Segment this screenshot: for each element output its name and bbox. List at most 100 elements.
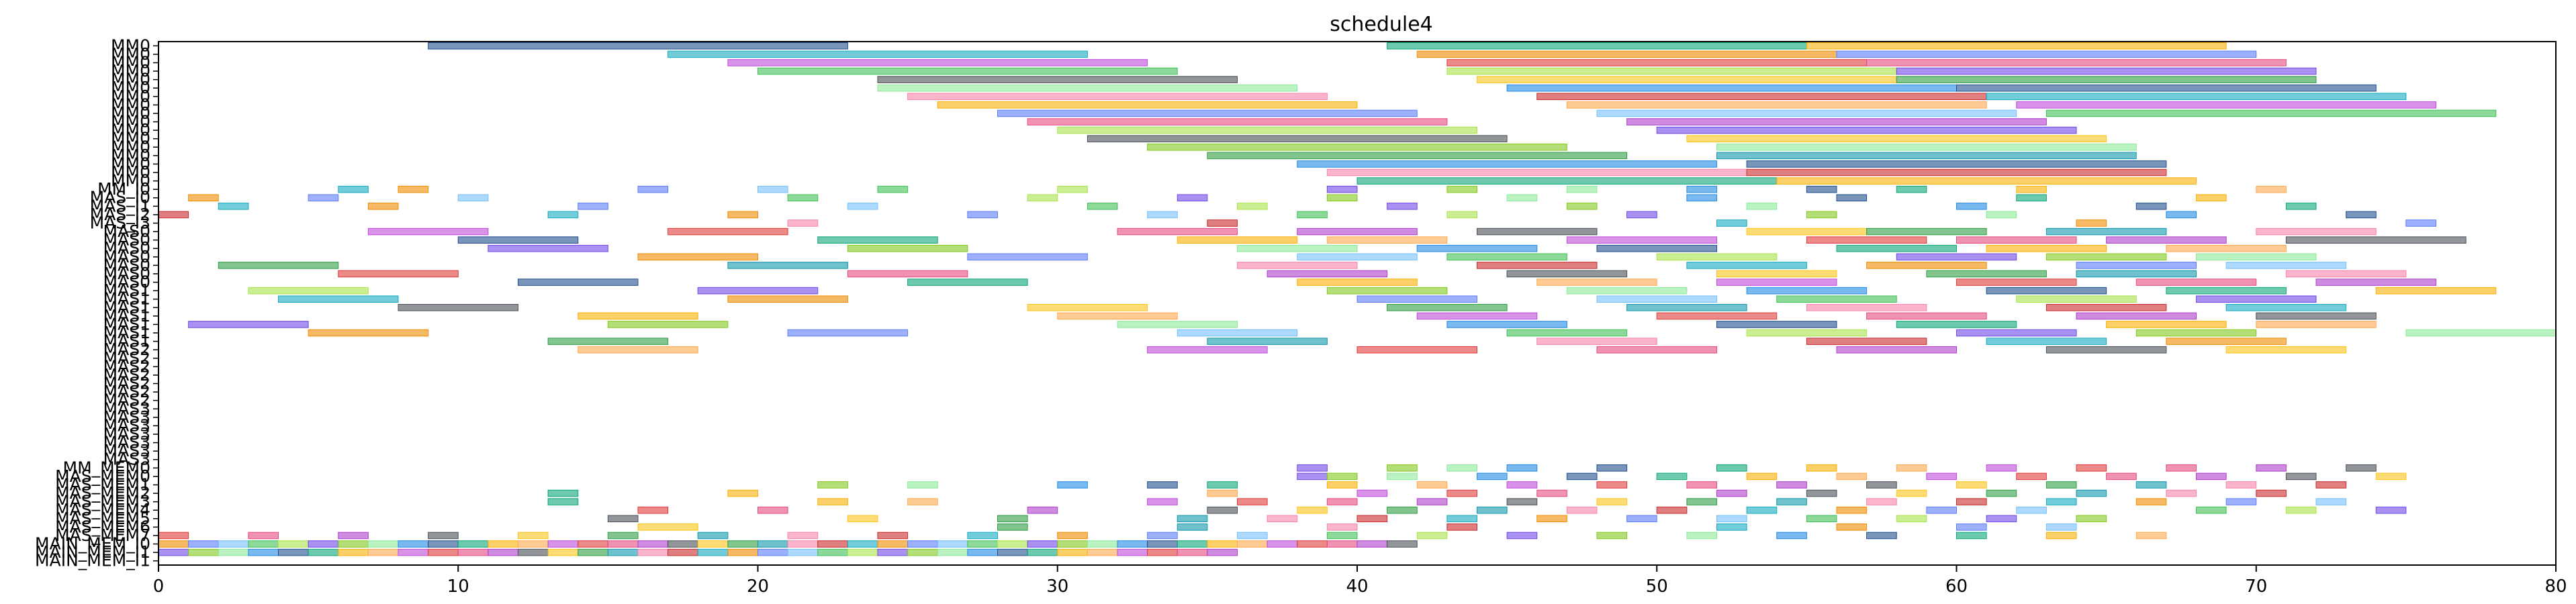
task-bar xyxy=(1237,498,1268,505)
task-bar xyxy=(2016,295,2137,303)
task-bar xyxy=(2256,228,2377,236)
task-bar xyxy=(1117,548,1148,556)
y-tick-label: MM0 xyxy=(111,162,150,182)
task-bar xyxy=(188,194,219,202)
task-bar xyxy=(817,540,848,548)
task-bar xyxy=(2135,203,2167,210)
task-bar xyxy=(2166,211,2197,219)
task-bar xyxy=(1536,338,1657,345)
task-bar xyxy=(398,540,429,548)
task-bar xyxy=(2196,295,2317,303)
task-bar xyxy=(2166,464,2197,472)
task-bar xyxy=(1237,244,1358,252)
task-bar xyxy=(2256,464,2287,472)
task-bar xyxy=(1147,143,1567,151)
task-bar xyxy=(428,532,459,540)
task-bar xyxy=(1177,540,1208,548)
y-tick-label: MAS_MEM0 xyxy=(55,466,150,486)
task-bar xyxy=(1776,498,1807,505)
task-bar xyxy=(1446,59,1868,66)
task-bar xyxy=(997,523,1028,531)
task-bar xyxy=(727,59,1148,66)
task-bar xyxy=(248,532,279,540)
task-bar xyxy=(907,548,938,556)
y-tick-label: MAS0 xyxy=(103,230,150,250)
task-bar xyxy=(2256,321,2377,328)
task-bar xyxy=(607,515,639,523)
plot-frame xyxy=(158,41,2557,566)
task-bar xyxy=(1177,523,1208,531)
task-bar xyxy=(2315,481,2347,489)
task-bar xyxy=(428,540,459,548)
task-bar xyxy=(637,506,669,514)
task-bar xyxy=(757,67,1178,75)
y-tick-label: MM0 xyxy=(111,137,150,156)
task-bar xyxy=(1656,126,2077,134)
task-bar xyxy=(1326,236,1448,244)
task-bar xyxy=(518,548,549,556)
task-bar xyxy=(1866,532,1897,540)
task-bar xyxy=(1027,506,1058,514)
task-bar xyxy=(668,50,1088,58)
y-tick-label: MM0 xyxy=(111,154,150,173)
y-tick-label: MM_MEM0 xyxy=(63,458,150,477)
bar-layer xyxy=(158,42,2557,556)
y-tick-label: MAS_MEM7 xyxy=(55,525,150,545)
task-bar xyxy=(1147,498,1178,505)
task-bar xyxy=(1746,506,1778,514)
task-bar xyxy=(877,540,909,548)
task-bar xyxy=(1207,506,1238,514)
task-bar xyxy=(2045,228,2167,236)
task-bar xyxy=(1237,532,1268,540)
task-bar xyxy=(1326,472,1358,481)
task-bar xyxy=(1806,42,2227,50)
x-tick-label: 80 xyxy=(2544,576,2567,597)
task-bar xyxy=(1446,253,1567,261)
task-bar xyxy=(1057,540,1088,548)
y-tick-label: MAS3 xyxy=(103,433,150,452)
task-bar xyxy=(2256,185,2287,193)
task-bar xyxy=(1416,532,1448,540)
task-bar xyxy=(1686,481,1717,489)
task-bar xyxy=(1536,515,1567,523)
task-bar xyxy=(1806,464,1837,472)
task-bar xyxy=(1956,532,1987,540)
task-bar xyxy=(1536,93,1987,101)
task-bar xyxy=(2166,287,2287,295)
task-bar xyxy=(697,532,729,540)
task-bar xyxy=(847,203,878,210)
task-bar xyxy=(2045,532,2077,540)
task-bar xyxy=(1267,270,1388,278)
task-bar xyxy=(1446,321,1567,328)
y-tick-label: MAS3 xyxy=(103,450,150,469)
task-bar xyxy=(1896,489,1927,497)
task-bar xyxy=(2256,312,2377,320)
task-bar xyxy=(367,228,489,236)
task-bar xyxy=(1956,84,2377,92)
task-bar xyxy=(1716,515,1747,523)
task-bar xyxy=(1207,152,1628,160)
task-bar xyxy=(1207,338,1328,345)
task-bar xyxy=(668,228,788,236)
task-bar xyxy=(158,532,189,540)
task-bar xyxy=(2135,532,2167,540)
task-bar xyxy=(607,321,729,328)
task-bar xyxy=(1626,304,1747,311)
y-tick-label: MAS3 xyxy=(103,399,150,418)
task-bar xyxy=(997,109,1418,117)
task-bar xyxy=(1866,262,1987,269)
task-bar xyxy=(1566,506,1598,514)
task-bar xyxy=(997,548,1028,556)
task-bar xyxy=(2016,185,2047,193)
y-tick-label: MAIN_MEM_I0 xyxy=(35,534,150,554)
y-tick-label: MAS3 xyxy=(103,415,150,435)
y-tick-label: MAS_MEM6 xyxy=(55,517,150,536)
task-bar xyxy=(158,211,189,219)
task-bar xyxy=(1087,135,1508,142)
task-bar xyxy=(1596,244,1717,252)
y-tick-label: MM0 xyxy=(111,61,150,81)
task-bar xyxy=(578,346,698,354)
task-bar xyxy=(1177,236,1298,244)
task-bar xyxy=(2076,262,2197,269)
